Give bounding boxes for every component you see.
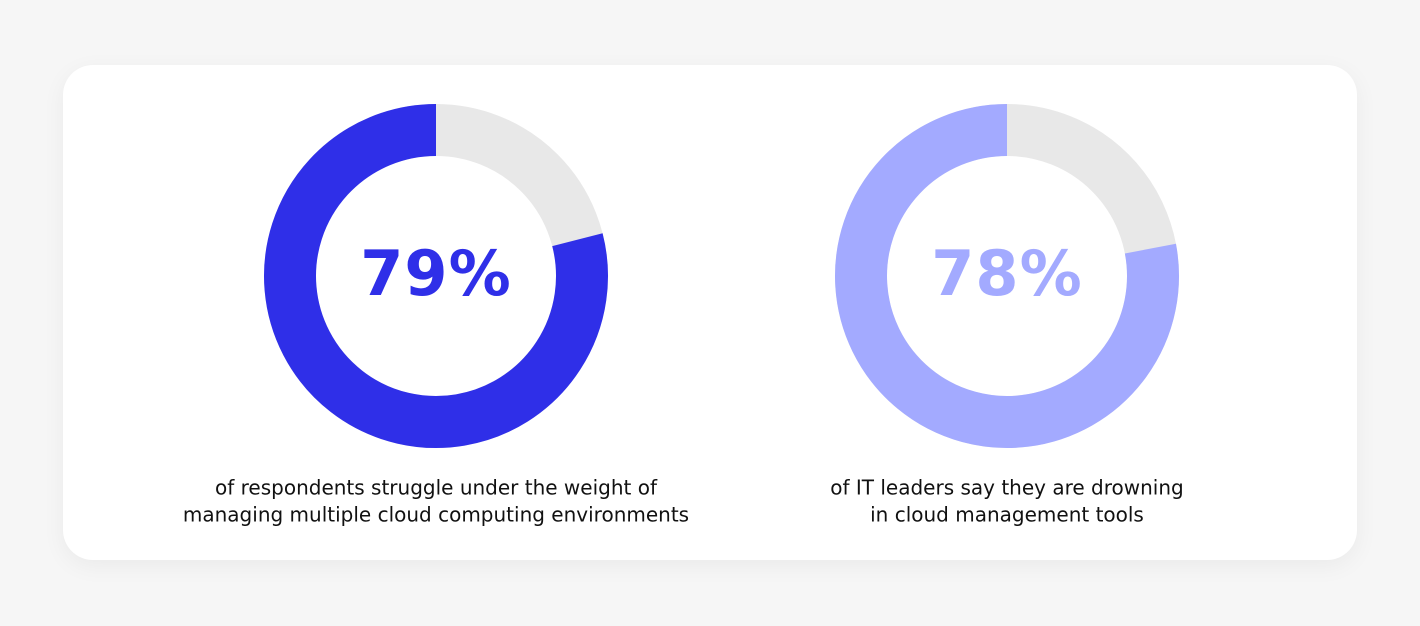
- center-value: 79%: [360, 237, 511, 310]
- caption-line: in cloud management tools: [870, 503, 1144, 527]
- donut-arc: [835, 104, 1179, 448]
- center-value: 78%: [931, 237, 1082, 310]
- caption-line: managing multiple cloud computing enviro…: [183, 503, 689, 527]
- caption-line: of IT leaders say they are drowning: [830, 476, 1184, 500]
- donut-arc: [264, 104, 608, 448]
- caption-line: of respondents struggle under the weight…: [215, 476, 658, 500]
